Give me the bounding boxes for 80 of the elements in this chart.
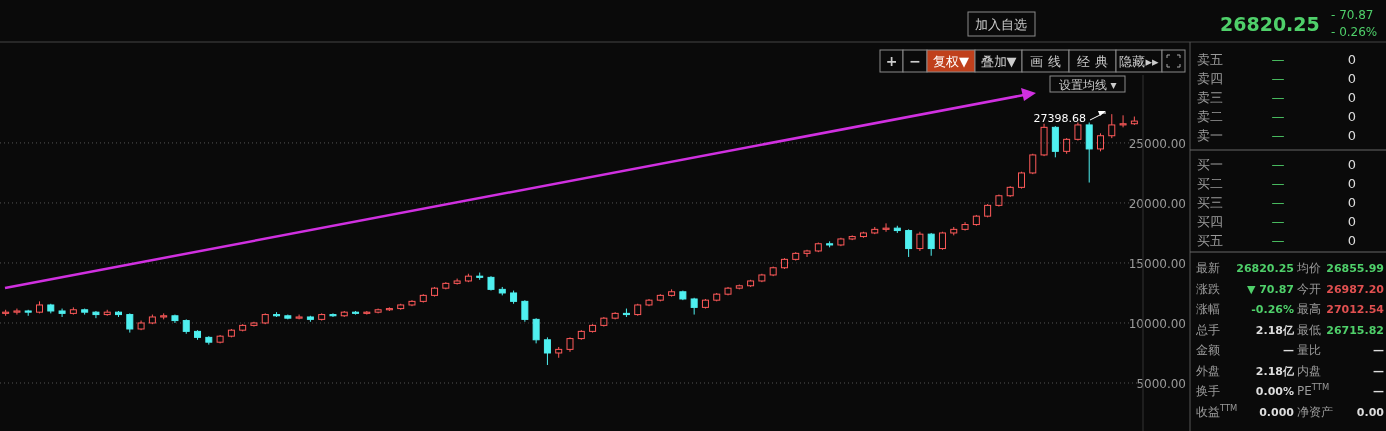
text: 均价: [1296, 261, 1321, 275]
text: 量比: [1297, 343, 1321, 357]
text: ▼ 70.87: [1246, 282, 1294, 296]
text: —: [1271, 52, 1285, 67]
text: —: [1271, 90, 1285, 105]
text: 0.000: [1259, 405, 1295, 419]
text: 0: [1347, 90, 1357, 105]
text: —: [1271, 109, 1285, 124]
text: 净资产: [1297, 404, 1333, 419]
text: 卖五: [1197, 52, 1223, 67]
text: 金额: [1196, 343, 1220, 357]
text: 买一: [1197, 157, 1223, 172]
text: 26855.99: [1326, 262, 1384, 275]
text: 2.18亿: [1255, 364, 1295, 378]
text: 收益$^{TTM}$: [1196, 402, 1238, 419]
y-tick-label: 15000.00: [1128, 256, 1186, 271]
text: 买二: [1197, 176, 1223, 191]
text: 0: [1347, 176, 1357, 191]
text: —: [1271, 128, 1285, 143]
text: 26820.25: [1220, 13, 1320, 35]
text: —: [1271, 195, 1285, 210]
y-tick-label: 20000.00: [1128, 196, 1186, 211]
text: —: [1373, 364, 1384, 378]
text: −: [909, 53, 921, 69]
y-tick-label: 10000.00: [1128, 316, 1186, 331]
text: 26820.25: [1236, 262, 1294, 275]
text: 0: [1347, 128, 1357, 143]
text: 涨跌: [1196, 281, 1220, 296]
text: —: [1373, 344, 1384, 357]
text: 0.00%: [1255, 385, 1294, 398]
text: 总手: [1195, 322, 1220, 337]
text: +: [885, 53, 898, 69]
text: 0: [1347, 214, 1357, 229]
text: 0: [1347, 157, 1357, 172]
text: 2.18亿: [1255, 323, 1295, 337]
text: 卖四: [1197, 71, 1223, 86]
text: 0: [1347, 71, 1357, 86]
text: 0: [1347, 233, 1357, 248]
text: —: [1271, 233, 1285, 248]
text: PE$^{TTM}$: [1297, 382, 1330, 398]
text: 叠加▼: [980, 54, 1017, 69]
text: 26715.82: [1326, 323, 1384, 337]
text: 买五: [1197, 233, 1223, 248]
text: - 70.87: [1331, 8, 1374, 22]
y-tick-label: 25000.00: [1128, 136, 1186, 151]
text: 今开: [1297, 281, 1321, 296]
text: 0: [1347, 109, 1357, 124]
text: 最低: [1297, 322, 1321, 337]
text: 27012.54: [1326, 303, 1385, 316]
text: 0: [1347, 52, 1357, 67]
text: 画 线: [1030, 54, 1061, 69]
text: —: [1283, 344, 1294, 357]
text: 最高: [1297, 302, 1321, 316]
text: —: [1271, 214, 1285, 229]
text: 卖三: [1197, 90, 1223, 105]
text: —: [1271, 157, 1285, 172]
text: 换手: [1196, 384, 1220, 398]
text: 隐藏▸▸: [1119, 54, 1159, 69]
text: 最新: [1196, 261, 1220, 275]
text: 0: [1347, 195, 1357, 210]
text: 加入自选: [975, 17, 1027, 32]
text: 26987.20: [1326, 282, 1385, 296]
y-tick-label: 5000.00: [1136, 376, 1186, 391]
annotation: 设置均线 ▾: [1058, 78, 1117, 92]
text: 卖一: [1197, 128, 1223, 143]
text: 0.00: [1356, 405, 1385, 419]
text: 外盘: [1196, 363, 1220, 378]
text: 卖二: [1197, 109, 1223, 124]
text: -0.26%: [1251, 303, 1294, 316]
text: 内盘: [1297, 363, 1321, 378]
annotation: 27398.68: [1033, 112, 1086, 125]
text: 买三: [1197, 195, 1223, 210]
text: - 0.26%: [1331, 25, 1378, 39]
text: 买四: [1197, 214, 1223, 229]
text: 经 典: [1077, 54, 1108, 69]
text: —: [1373, 385, 1384, 398]
text: —: [1271, 176, 1285, 191]
text: 复权▼: [933, 54, 969, 69]
text: 涨幅: [1196, 302, 1220, 316]
text: —: [1271, 71, 1285, 86]
